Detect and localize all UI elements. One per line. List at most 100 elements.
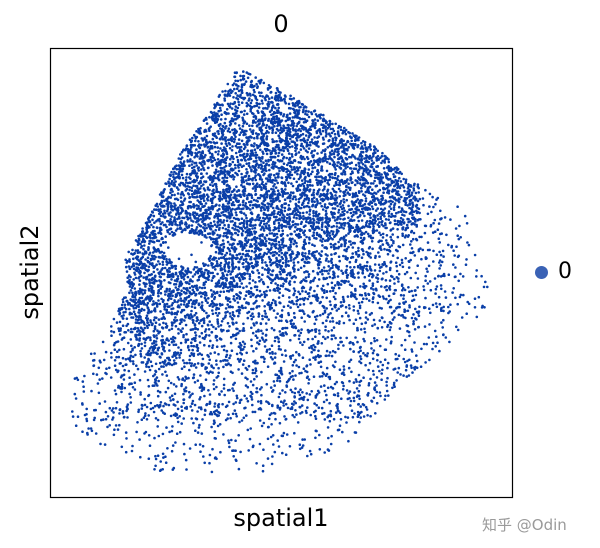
scatter-point	[297, 200, 301, 204]
scatter-point	[316, 152, 319, 155]
scatter-point	[222, 234, 225, 238]
scatter-point	[195, 228, 198, 231]
scatter-point	[360, 322, 364, 326]
scatter-point	[329, 134, 332, 138]
scatter-point	[261, 261, 264, 264]
scatter-point	[330, 245, 333, 249]
scatter-point	[371, 218, 375, 222]
scatter-point	[473, 306, 477, 309]
scatter-point	[244, 239, 247, 242]
scatter-point	[131, 248, 134, 252]
scatter-point	[277, 240, 281, 244]
scatter-point	[128, 376, 131, 380]
scatter-point	[394, 170, 398, 174]
scatter-point	[131, 355, 135, 359]
scatter-point	[217, 150, 220, 153]
scatter-point	[333, 190, 336, 193]
scatter-point	[100, 418, 103, 422]
scatter-point	[228, 194, 231, 198]
scatter-point	[327, 330, 330, 333]
scatter-point	[298, 303, 302, 307]
scatter-point	[439, 253, 443, 257]
scatter-point	[137, 410, 140, 414]
scatter-point	[330, 225, 334, 229]
scatter-point	[239, 78, 242, 82]
scatter-point	[364, 311, 368, 314]
scatter-point	[245, 216, 248, 220]
scatter-point	[197, 127, 200, 131]
scatter-point	[199, 209, 202, 212]
scatter-point	[140, 347, 144, 350]
scatter-point	[261, 273, 264, 277]
scatter-point	[228, 356, 231, 360]
scatter-point	[285, 178, 288, 182]
scatter-point	[262, 142, 266, 145]
scatter-point	[406, 329, 409, 333]
scatter-point	[209, 212, 212, 216]
scatter-point	[265, 328, 269, 332]
scatter-point	[393, 282, 396, 285]
scatter-point	[269, 90, 273, 94]
scatter-point	[319, 193, 323, 196]
scatter-point	[113, 428, 116, 432]
scatter-point	[173, 202, 176, 205]
scatter-point	[105, 367, 108, 371]
scatter-point	[392, 208, 396, 212]
scatter-point	[452, 263, 455, 266]
scatter-point	[416, 277, 420, 280]
scatter-point	[391, 254, 395, 257]
scatter-point	[299, 196, 302, 200]
scatter-point	[359, 285, 362, 288]
scatter-point	[413, 341, 416, 344]
scatter-point	[437, 237, 441, 240]
scatter-point	[368, 361, 372, 365]
scatter-point	[178, 356, 181, 359]
scatter-point	[347, 204, 350, 208]
scatter-point	[227, 90, 230, 93]
scatter-point	[251, 206, 255, 210]
scatter-point	[245, 351, 248, 355]
scatter-point	[292, 261, 296, 264]
scatter-point	[222, 433, 225, 436]
scatter-point	[164, 293, 167, 296]
scatter-point	[170, 363, 174, 367]
scatter-point	[246, 399, 250, 403]
scatter-point	[274, 352, 277, 355]
scatter-point	[187, 348, 191, 352]
scatter-point	[293, 292, 296, 295]
scatter-point	[108, 366, 111, 370]
scatter-point	[256, 341, 259, 344]
scatter-point	[350, 167, 353, 170]
scatter-point	[169, 196, 172, 199]
scatter-point	[231, 201, 235, 204]
scatter-point	[288, 212, 292, 216]
scatter-point	[105, 372, 108, 376]
scatter-point	[412, 184, 416, 187]
scatter-point	[346, 416, 350, 419]
scatter-point	[170, 230, 174, 234]
scatter-point	[215, 187, 218, 191]
scatter-point	[330, 157, 333, 161]
scatter-point	[373, 263, 377, 266]
scatter-point	[148, 278, 151, 281]
scatter-point	[442, 333, 445, 336]
scatter-point	[328, 120, 332, 123]
scatter-point	[382, 272, 385, 275]
scatter-point	[190, 253, 193, 257]
scatter-point	[323, 205, 327, 208]
scatter-point	[266, 285, 270, 289]
scatter-point	[176, 291, 180, 295]
scatter-point	[229, 122, 233, 125]
scatter-point	[416, 286, 420, 289]
scatter-point	[196, 379, 200, 383]
scatter-point	[243, 394, 246, 398]
scatter-point	[284, 402, 288, 406]
scatter-point	[249, 107, 253, 110]
scatter-point	[269, 386, 273, 389]
scatter-point	[292, 159, 296, 162]
scatter-point	[320, 228, 324, 231]
scatter-point	[225, 199, 228, 203]
scatter-point	[132, 257, 135, 261]
scatter-point	[211, 344, 215, 347]
scatter-point	[403, 348, 407, 352]
